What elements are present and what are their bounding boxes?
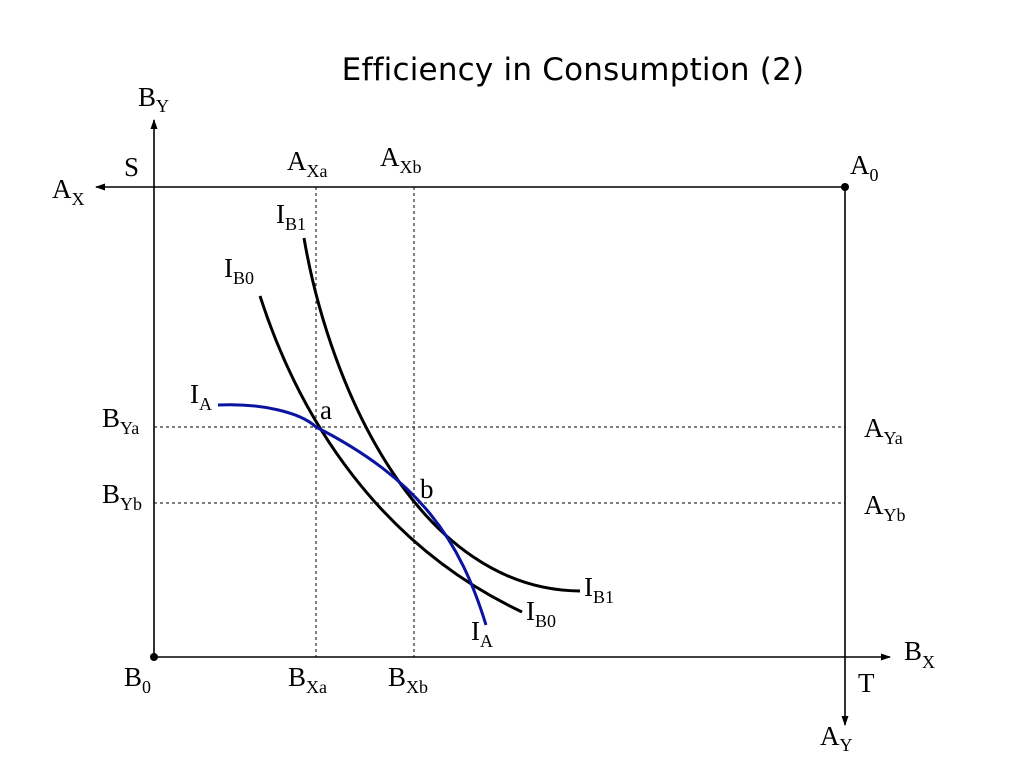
label-s: S [124,152,139,182]
label-bx-axis: BX [904,636,935,672]
label-ia-bottom: IA [471,616,493,651]
label-bxb: BXb [388,662,428,697]
label-ayb: AYb [864,490,906,525]
label-a0: A0 [850,150,879,185]
page-title: Efficiency in Consumption (2) [341,52,805,88]
label-ib0-bottom: IB0 [526,596,556,631]
label-axb: AXb [380,142,422,177]
label-t: T [858,668,875,698]
label-ib1-top: IB1 [276,199,306,234]
label-ib0-top: IB0 [224,253,254,288]
origin-a0-dot [841,183,849,191]
curve-ib0 [258,295,523,614]
label-b0: B0 [124,662,151,697]
curve-ia [217,403,488,626]
point-b-label: b [420,474,434,504]
label-ay-axis: AY [820,721,853,755]
label-aya: AYa [864,413,903,448]
label-ax-axis: AX [52,174,85,209]
label-axa: AXa [287,146,328,181]
label-ia-top: IA [190,379,212,414]
origin-b0-dot [150,653,158,661]
label-bxa: BXa [288,662,327,697]
point-a-label: a [320,395,332,425]
curve-ib1 [302,237,581,593]
label-bya: BYa [102,403,139,438]
label-byb: BYb [102,479,142,514]
label-by-axis: BY [138,82,169,116]
label-ib1-bottom: IB1 [584,572,614,607]
